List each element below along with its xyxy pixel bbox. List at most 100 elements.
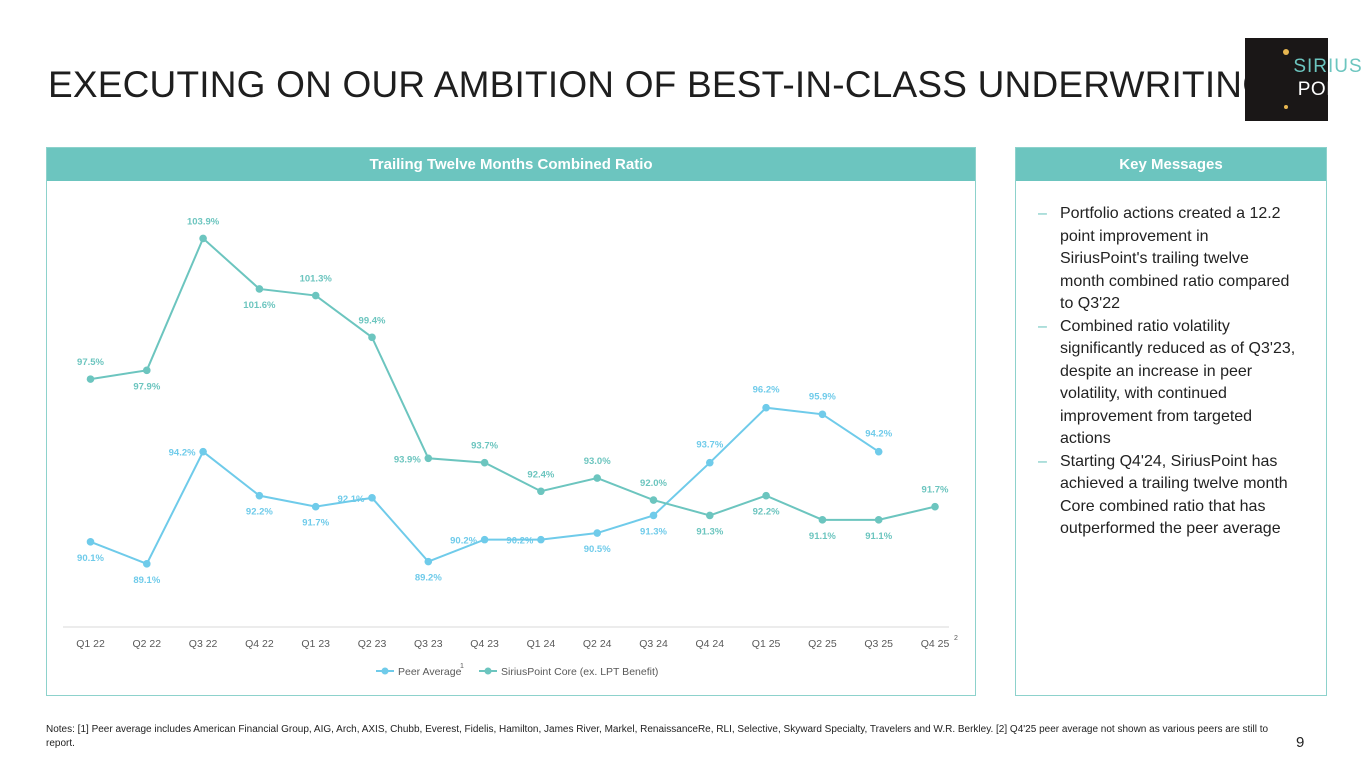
- peer-average-point: [368, 494, 376, 502]
- x-tick-label: Q1 23: [301, 638, 330, 650]
- data-label: 101.6%: [243, 300, 276, 311]
- data-label: 99.4%: [359, 315, 386, 326]
- peer-average-point: [143, 560, 151, 568]
- data-label: 90.2%: [450, 536, 477, 547]
- data-label: 93.9%: [394, 454, 421, 465]
- x-tick-label: Q1 24: [527, 638, 556, 650]
- x-tick-label: Q1 22: [76, 638, 105, 650]
- data-label: 96.2%: [753, 385, 780, 396]
- data-label: 91.3%: [696, 526, 723, 537]
- data-label: 90.5%: [584, 544, 611, 555]
- peer-average-point: [199, 447, 207, 456]
- data-label: 92.0%: [640, 478, 667, 489]
- peer-average-point: [649, 511, 658, 520]
- data-label: 92.4%: [527, 469, 554, 480]
- data-label: 93.7%: [696, 440, 723, 451]
- siriuspoint-core-point: [311, 291, 320, 300]
- x-tick-superscript: 2: [954, 635, 958, 642]
- peer-average-point: [86, 538, 95, 546]
- key-message-item: Combined ratio volatility significantly …: [1038, 316, 1296, 451]
- siriuspoint-core-point: [762, 491, 770, 500]
- siriuspoint-core-point: [424, 454, 433, 463]
- peer-average-point: [311, 502, 320, 511]
- legend-swatch-marker: [381, 667, 389, 675]
- data-label: 101.3%: [300, 274, 333, 285]
- siriuspoint-core-point: [86, 375, 95, 383]
- x-tick-label: Q3 23: [414, 638, 443, 650]
- siriuspoint-core-point: [537, 487, 545, 496]
- combined-ratio-chart: Q1 22 Q2 22 Q3 22 Q4 22 Q1 23 Q2 23 Q3 23 Q4 23…: [63, 216, 958, 678]
- data-label: 90.2%: [506, 536, 533, 547]
- data-label: 91.3%: [640, 526, 667, 537]
- siriuspoint-core-point: [874, 516, 883, 524]
- peer-average-point: [818, 410, 827, 419]
- footnote: Notes: [1] Peer average includes America…: [46, 724, 1269, 749]
- data-label: 90.1%: [77, 553, 104, 564]
- x-tick-label: Q1 25: [752, 638, 781, 650]
- siriuspoint-logo: SIRIUS POINT: [1245, 38, 1362, 121]
- data-label: 91.1%: [865, 531, 892, 542]
- peer-average-point: [593, 529, 601, 537]
- data-label: 92.2%: [753, 507, 780, 518]
- siriuspoint-core-point: [480, 458, 489, 467]
- peer-average-point: [537, 535, 545, 544]
- logo-dot-icon: [1283, 49, 1289, 55]
- logo-dot-icon: [1284, 105, 1288, 109]
- data-label: 97.9%: [133, 381, 160, 392]
- legend-superscript: 1: [460, 663, 464, 670]
- page-title: EXECUTING ON OUR AMBITION OF BEST-IN-CLA…: [48, 64, 1272, 105]
- data-label: 91.1%: [809, 531, 836, 542]
- logo-line1: SIRIUS: [1293, 56, 1363, 77]
- data-label: 91.7%: [922, 485, 949, 496]
- data-label: 89.2%: [415, 573, 442, 584]
- siriuspoint-core-point: [368, 333, 376, 342]
- data-label: 94.2%: [865, 429, 892, 440]
- peer-average-point: [255, 491, 264, 500]
- x-tick-label: Q2 24: [583, 638, 612, 650]
- x-tick-label: Q2 23: [358, 638, 387, 650]
- data-label: 97.5%: [77, 357, 104, 368]
- data-label: 103.9%: [187, 216, 220, 227]
- x-tick-label: Q2 22: [132, 638, 161, 650]
- legend-label: SiriusPoint Core (ex. LPT Benefit): [501, 666, 658, 678]
- x-tick-label: Q2 25: [808, 638, 837, 650]
- data-label: 91.7%: [302, 518, 329, 529]
- chart-panel-header: Trailing Twelve Months Combined Ratio: [47, 148, 975, 181]
- key-messages-list: Portfolio actions created a 12.2 point i…: [1016, 181, 1326, 541]
- chart-panel: Trailing Twelve Months Combined Ratio Q1…: [46, 147, 976, 696]
- key-message-item: Portfolio actions created a 12.2 point i…: [1038, 203, 1296, 316]
- siriuspoint-core-point: [143, 366, 151, 375]
- data-label: 92.2%: [246, 507, 273, 518]
- data-label: 92.1%: [338, 494, 365, 505]
- x-tick-label: Q4 22: [245, 638, 274, 650]
- peer-average-point: [762, 403, 770, 412]
- page-number: 9: [1296, 734, 1305, 751]
- key-message-item: Starting Q4'24, SiriusPoint has achieved…: [1038, 451, 1296, 541]
- siriuspoint-core-point: [818, 516, 827, 524]
- siriuspoint-core-point: [931, 502, 939, 511]
- logo-line2: POINT: [1297, 79, 1359, 100]
- x-tick-label: Q4 23: [470, 638, 499, 650]
- data-label: 93.0%: [584, 456, 611, 467]
- x-tick-label: Q3 24: [639, 638, 668, 650]
- peer-average-point: [706, 458, 714, 467]
- siriuspoint-core-point: [706, 511, 714, 520]
- x-tick-label: Q3 25: [864, 638, 893, 650]
- x-tick-label: Q3 22: [189, 638, 218, 650]
- legend-label: Peer Average: [398, 666, 462, 678]
- siriuspoint-core-point: [593, 474, 601, 482]
- siriuspoint-core-line: [90, 236, 936, 521]
- data-label: 95.9%: [809, 391, 836, 402]
- x-tick-label: Q4 25: [921, 638, 950, 650]
- data-label: 93.7%: [471, 441, 498, 452]
- data-label: 89.1%: [133, 575, 160, 586]
- key-messages-header: Key Messages: [1016, 148, 1326, 181]
- siriuspoint-core-point: [255, 285, 264, 293]
- key-messages-panel: Key Messages Portfolio actions created a…: [1015, 147, 1327, 696]
- x-tick-label: Q4 24: [695, 638, 724, 650]
- legend-swatch-marker: [484, 667, 492, 675]
- peer-average-point: [874, 447, 883, 456]
- data-label: 94.2%: [169, 448, 196, 459]
- peer-average-point: [480, 535, 489, 544]
- peer-average-point: [424, 557, 433, 566]
